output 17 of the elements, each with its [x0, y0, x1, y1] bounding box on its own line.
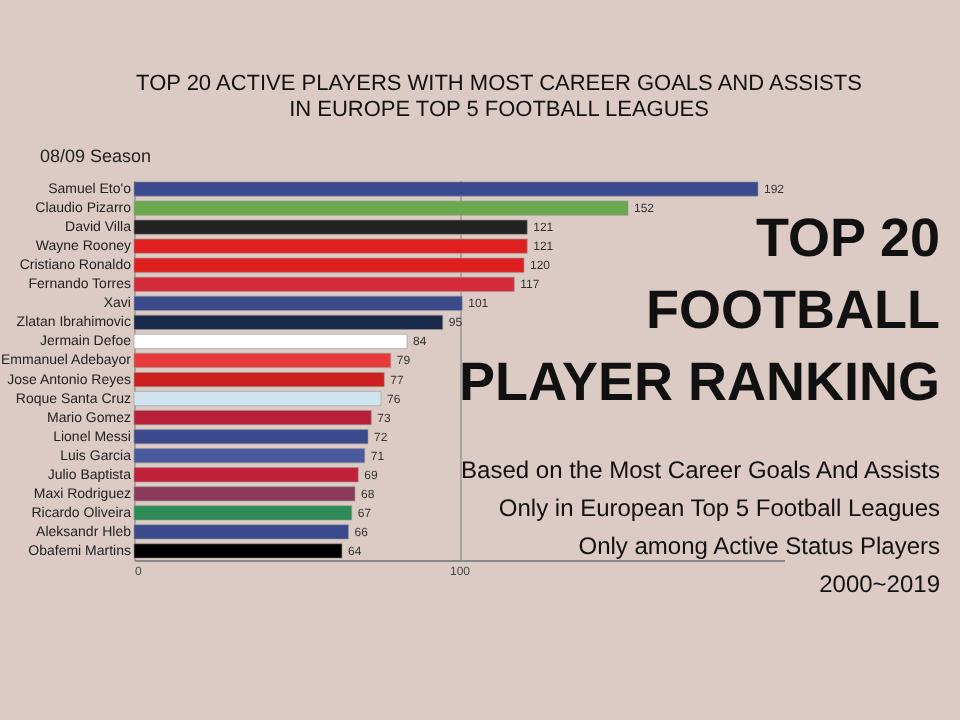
- annotation: Based on the Most Career Goals And Assists: [461, 456, 940, 484]
- chart-title: TOP 20 ACTIVE PLAYERS WITH MOST CAREER GOALS AND ASSISTS IN EUROPE TOP 5 FOOTBALL LEAGUES: [136, 72, 862, 122]
- annotation: TOP 20: [755, 208, 940, 268]
- bar: [133, 372, 385, 387]
- bar: [133, 333, 408, 349]
- bar: [133, 295, 463, 311]
- bar: [133, 410, 372, 426]
- bar: [133, 429, 369, 445]
- annotation: PLAYER RANKING: [458, 352, 940, 412]
- annotation: Only among Active Status Players: [578, 532, 940, 560]
- bar: [133, 391, 382, 407]
- bar: [133, 314, 444, 330]
- text: 2000~2019: [819, 570, 941, 598]
- annotation: FOOTBALL: [646, 280, 940, 340]
- annotation: Only in European Top 5 Football Leagues: [498, 494, 940, 522]
- bar: [133, 353, 392, 368]
- chart-subtitle: 08/09 Season: [40, 146, 152, 166]
